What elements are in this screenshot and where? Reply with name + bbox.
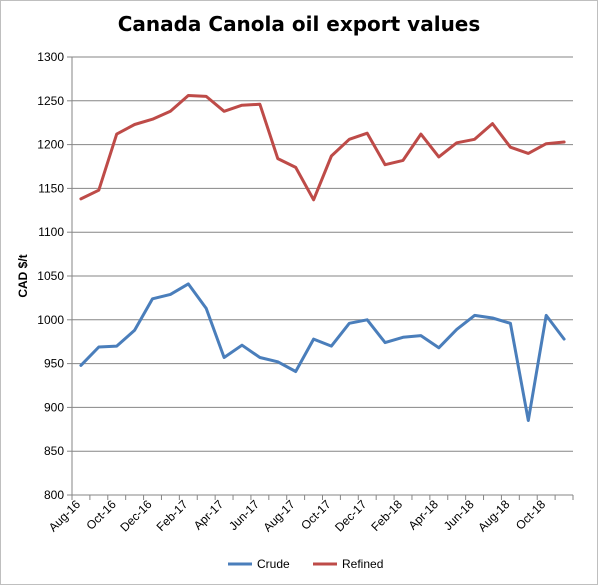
y-tick-label: 1200 xyxy=(37,138,64,152)
x-tick-label: Oct-18 xyxy=(513,497,549,533)
y-tick-label: 1150 xyxy=(38,181,64,195)
x-tick-label: Oct-17 xyxy=(298,497,334,533)
legend: Crude Refined xyxy=(228,557,383,571)
gridlines xyxy=(72,56,573,452)
legend-label-refined: Refined xyxy=(342,557,383,571)
y-axis-ticks: 800 850 900 950 1000 1050 1100 1150 1200 1250 1300 xyxy=(37,50,72,502)
y-axis-label: CAD $/t xyxy=(16,254,30,297)
x-tick-label: Jun-18 xyxy=(441,497,477,533)
y-tick-label: 1000 xyxy=(37,313,64,327)
chart-title: Canada Canola oil export values xyxy=(117,12,481,36)
x-tick-label: Jun-17 xyxy=(226,497,262,533)
x-tick-label: Aug-16 xyxy=(46,497,83,534)
x-tick-label: Aug-17 xyxy=(261,497,298,534)
x-tick-label: Dec-16 xyxy=(117,497,154,534)
y-tick-label: 950 xyxy=(44,357,64,371)
x-tick-label: Oct-16 xyxy=(83,497,119,533)
series-line-refined xyxy=(79,94,566,202)
x-tick-label: Feb-17 xyxy=(154,497,191,534)
y-tick-label: 1050 xyxy=(37,269,64,283)
x-tick-label: Dec-17 xyxy=(332,497,369,534)
y-tick-label: 800 xyxy=(44,488,64,502)
series-lines xyxy=(79,94,566,422)
y-tick-label: 850 xyxy=(44,444,64,458)
y-tick-label: 1100 xyxy=(38,225,64,239)
x-tick-label: Apr-17 xyxy=(191,497,227,533)
x-tick-label: Feb-18 xyxy=(368,497,405,534)
legend-label-crude: Crude xyxy=(257,557,290,571)
series-line-crude xyxy=(79,282,566,422)
y-tick-label: 900 xyxy=(44,400,64,414)
y-tick-label: 1300 xyxy=(37,50,64,64)
x-tick-label: Apr-18 xyxy=(406,497,442,533)
y-tick-label: 1250 xyxy=(37,94,64,108)
x-tick-label: Aug-18 xyxy=(475,497,512,534)
axes xyxy=(71,57,573,496)
